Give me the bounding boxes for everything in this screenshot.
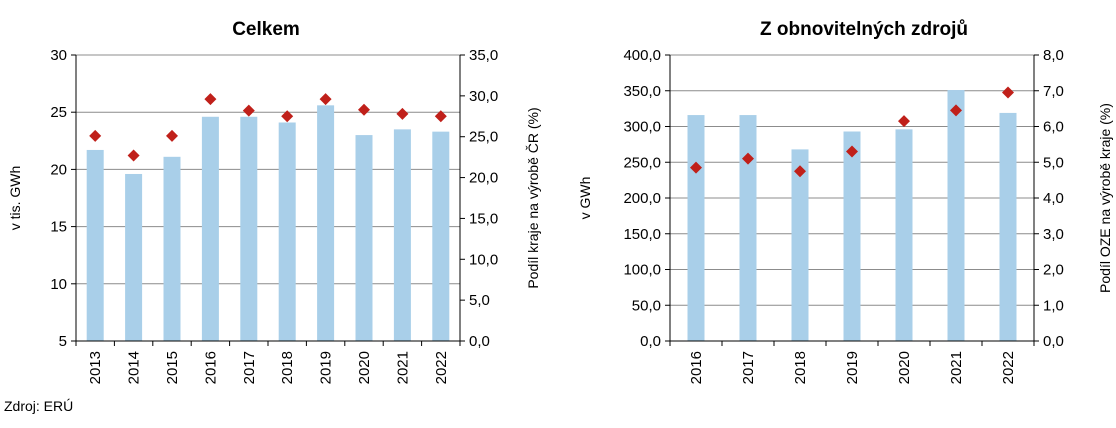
y-tick-label: 300,0 <box>623 119 661 136</box>
x-tick-label: 2021 <box>948 351 965 384</box>
bar <box>947 90 965 341</box>
y2-tick-label: 2,0 <box>1043 262 1064 279</box>
diamond-marker <box>242 104 255 117</box>
y2-tick-label: 5,0 <box>469 292 490 309</box>
diamond-marker <box>358 103 370 116</box>
x-tick-label: 2020 <box>356 351 373 384</box>
y2-tick-label: 15,0 <box>469 210 498 227</box>
y-tick-label: 200,0 <box>623 190 661 207</box>
y2-axis-title: Podíl kraje na výrobě ČR (%) <box>525 107 541 288</box>
chart-title: Z obnovitelných zdrojů <box>760 19 968 40</box>
y2-tick-label: 20,0 <box>469 170 498 187</box>
y-tick-label: 30 <box>50 47 67 64</box>
bar <box>843 131 861 341</box>
y2-axis-title: Podíl OZE na výrobě kraje (%) <box>1097 103 1113 293</box>
y-tick-label: 400,0 <box>623 47 661 64</box>
x-tick-label: 2013 <box>87 351 104 384</box>
bar <box>999 112 1017 341</box>
chart-celkem: Celkem 5 10 15 20 25 30 0,0 5,0 10,0 15,0 20,0 25,0 3… <box>7 19 541 384</box>
x-tick-label: 2022 <box>433 351 450 384</box>
y-tick-label: 250,0 <box>623 154 661 171</box>
y2-tick-label: 10,0 <box>469 251 498 268</box>
diamond-marker <box>204 93 217 106</box>
y-tick-label: 10 <box>50 276 67 293</box>
y2-tick-label: 0,0 <box>469 333 490 350</box>
diamond-marker <box>127 149 140 162</box>
diamond-marker <box>396 107 409 120</box>
y2-tick-label: 30,0 <box>469 88 498 105</box>
y-axis-title: v tis. GWh <box>7 166 23 231</box>
source-note: Zdroj: ERÚ <box>4 398 74 414</box>
bar <box>163 156 181 341</box>
x-tick-label: 2018 <box>792 351 809 384</box>
bar <box>317 105 335 341</box>
x-tick-label: 2022 <box>1000 351 1017 384</box>
bar <box>355 135 373 341</box>
y-axis-title: v GWh <box>577 177 593 220</box>
y2-tick-label: 35,0 <box>469 47 498 64</box>
diamond-marker <box>89 129 102 142</box>
y2-tick-label: 5,0 <box>1043 154 1064 171</box>
x-tick-label: 2019 <box>318 351 335 384</box>
y-tick-label: 350,0 <box>623 83 661 100</box>
x-tick-label: 2019 <box>844 351 861 384</box>
bar <box>278 122 296 341</box>
bar <box>432 131 450 341</box>
chart-obnovitelne-zdroje: Z obnovitelných zdrojů 0,0 50,0 100,0 150,0 2… <box>577 19 1113 384</box>
y2-tick-label: 4,0 <box>1043 190 1064 207</box>
bar <box>201 116 219 341</box>
chart-title: Celkem <box>232 19 300 40</box>
bar <box>240 116 258 341</box>
y-tick-label: 0,0 <box>640 333 661 350</box>
bar <box>125 173 143 341</box>
diamond-marker <box>434 110 447 123</box>
y2-tick-label: 1,0 <box>1043 297 1064 314</box>
x-tick-label: 2016 <box>202 351 219 384</box>
x-tick-label: 2016 <box>688 351 705 384</box>
diamond-marker <box>166 129 178 142</box>
y2-tick-label: 7,0 <box>1043 83 1064 100</box>
y-tick-label: 20 <box>50 161 67 178</box>
y2-tick-label: 3,0 <box>1043 226 1064 243</box>
y2-tick-label: 25,0 <box>469 129 498 146</box>
diamond-marker <box>281 110 294 123</box>
bar <box>791 149 809 341</box>
bar <box>86 149 104 341</box>
y2-tick-label: 6,0 <box>1043 119 1064 136</box>
y-tick-label: 100,0 <box>623 262 661 279</box>
y-tick-label: 25 <box>50 104 67 121</box>
x-tick-label: 2015 <box>164 351 181 384</box>
x-tick-label: 2021 <box>394 351 411 384</box>
diamond-marker <box>742 152 754 165</box>
y-tick-label: 150,0 <box>623 226 661 243</box>
y-tick-label: 5 <box>59 333 67 350</box>
diamond-marker <box>1002 86 1014 99</box>
bar <box>393 129 411 341</box>
diamond-marker <box>846 145 858 158</box>
y-tick-label: 15 <box>50 219 67 236</box>
y2-tick-label: 8,0 <box>1043 47 1064 64</box>
bar <box>895 129 913 341</box>
diamond-marker <box>794 165 806 178</box>
bar <box>687 115 705 341</box>
x-tick-label: 2014 <box>126 351 143 384</box>
x-tick-label: 2017 <box>241 351 258 384</box>
x-tick-label: 2017 <box>740 351 757 384</box>
x-tick-label: 2018 <box>279 351 296 384</box>
x-tick-label: 2020 <box>896 351 913 384</box>
diamond-marker <box>319 93 332 106</box>
y-tick-label: 50,0 <box>632 297 661 314</box>
diamond-marker <box>690 161 702 174</box>
y2-tick-label: 0,0 <box>1043 333 1064 350</box>
diamond-marker <box>898 115 910 128</box>
diamond-marker <box>950 104 962 117</box>
bar <box>739 115 757 341</box>
